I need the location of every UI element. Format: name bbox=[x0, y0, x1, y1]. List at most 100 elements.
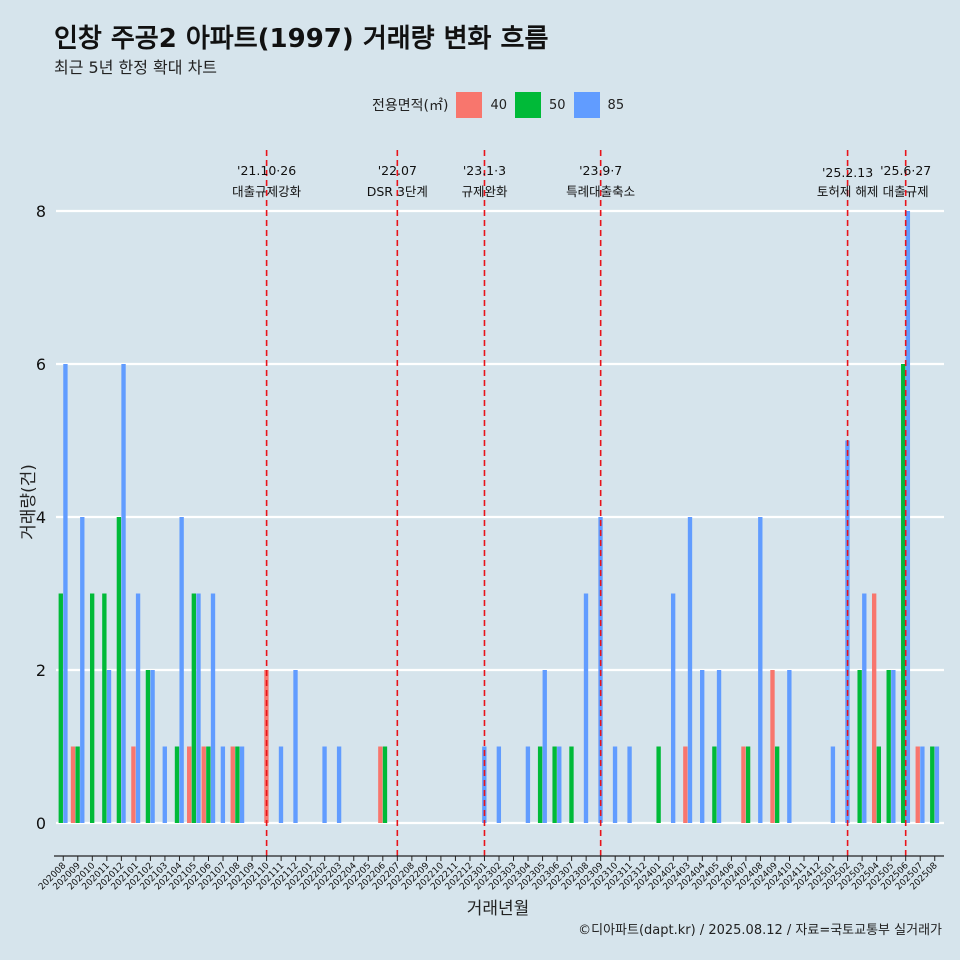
event-label: 특례대출축소 bbox=[566, 184, 635, 199]
bar-40-202106 bbox=[201, 746, 206, 823]
bar-50-202503 bbox=[857, 670, 862, 823]
event-date: '25.2.13 bbox=[822, 165, 873, 180]
legend-item-50: 50 bbox=[515, 92, 566, 118]
bar-85-202103 bbox=[162, 746, 167, 823]
bar-50-202206 bbox=[382, 746, 388, 823]
bar-40-202101 bbox=[131, 746, 136, 823]
bar-50-202104 bbox=[174, 746, 180, 823]
y-axis-label: 거래량(건) bbox=[19, 464, 39, 540]
bar-50-202505 bbox=[886, 670, 891, 823]
event-label: 대출규제 bbox=[883, 184, 929, 199]
bar-40-202409 bbox=[770, 670, 775, 823]
bar-85-202202 bbox=[322, 746, 327, 823]
bar-50-202407 bbox=[745, 746, 751, 823]
legend-swatch-40 bbox=[456, 92, 483, 118]
bar-50-202401 bbox=[656, 746, 661, 823]
bar-85-202304 bbox=[525, 746, 531, 823]
event-date: '21.10·26 bbox=[237, 163, 296, 178]
bar-85-202410 bbox=[787, 670, 792, 823]
event-label: 토허제 해제 bbox=[817, 184, 878, 199]
bar-85-202107 bbox=[220, 746, 226, 823]
legend: 전용면적(㎡) 40 50 85 bbox=[372, 92, 632, 118]
bar-50-202108 bbox=[235, 746, 240, 823]
bar-40-202105 bbox=[187, 746, 192, 823]
y-tick-label: 0 bbox=[36, 814, 46, 833]
bar-40-202504 bbox=[871, 593, 877, 823]
bar-85-202405 bbox=[716, 670, 722, 823]
bar-50-202307 bbox=[569, 746, 574, 823]
bar-85-202403 bbox=[687, 517, 693, 823]
legend-swatch-50 bbox=[515, 92, 541, 118]
bar-85-202302 bbox=[496, 746, 502, 823]
bar-85-202508 bbox=[934, 746, 940, 823]
legend-label-85: 85 bbox=[607, 97, 625, 113]
bar-85-202009 bbox=[80, 517, 85, 823]
bar-50-202106 bbox=[206, 746, 211, 823]
bar-50-202012 bbox=[116, 517, 122, 823]
bar-85-202408 bbox=[758, 517, 763, 823]
bar-85-202011 bbox=[106, 670, 112, 823]
legend-item-85: 85 bbox=[573, 92, 625, 118]
bar-85-202308 bbox=[583, 593, 589, 823]
legend-title: 전용면적(㎡) bbox=[372, 98, 449, 114]
bar-85-202008 bbox=[63, 364, 68, 823]
chart-title: 인창 주공2 아파트(1997) 거래량 변화 흐름 bbox=[54, 24, 549, 54]
bar-85-202501 bbox=[830, 746, 836, 823]
event-markers: '21.10·26 대출규제강화 '22.07 DSR 3단계 '23.1·3 규제완화 '… bbox=[232, 150, 931, 856]
legend-label-50: 50 bbox=[549, 97, 566, 113]
source-caption: ©디아파트(dapt.kr) / 2025.08.12 / 자료=국토교통부 실… bbox=[578, 923, 942, 938]
bar-40-202403 bbox=[683, 746, 688, 823]
bar-85-202108 bbox=[239, 746, 245, 823]
bar-85-202306 bbox=[557, 746, 562, 823]
bar-50-202405 bbox=[712, 746, 717, 823]
y-tick-label: 4 bbox=[36, 508, 46, 527]
legend-item-40: 40 bbox=[456, 92, 507, 118]
event-date: '23.9·7 bbox=[579, 163, 622, 178]
bar-85-202404 bbox=[700, 670, 705, 823]
bar-50-202305 bbox=[537, 746, 543, 823]
bar-40-202206 bbox=[378, 746, 383, 823]
bar-85-202012 bbox=[121, 364, 126, 823]
chart-subtitle: 최근 5년 한정 확대 차트 bbox=[54, 58, 218, 77]
bar-50-202010 bbox=[89, 593, 95, 823]
bar-50-202011 bbox=[102, 593, 107, 823]
bar-40-202407 bbox=[741, 746, 746, 823]
bar-40-202108 bbox=[230, 746, 235, 823]
bar-85-202104 bbox=[179, 517, 184, 823]
bar-85-202402 bbox=[670, 593, 676, 823]
bar-85-202102 bbox=[150, 670, 155, 823]
event-label: 대출규제강화 bbox=[232, 184, 302, 199]
event-label: DSR 3단계 bbox=[367, 184, 428, 199]
bar-50-202506 bbox=[901, 364, 906, 823]
bar-50-202105 bbox=[191, 593, 197, 823]
bar-50-202102 bbox=[145, 670, 151, 823]
bar-85-202506 bbox=[905, 211, 911, 823]
y-tick-label: 2 bbox=[36, 661, 46, 680]
event-date: '23.1·3 bbox=[463, 163, 506, 178]
y-tick-label: 6 bbox=[36, 355, 46, 374]
event-label: 규제완화 bbox=[461, 184, 508, 199]
bar-50-202009 bbox=[75, 746, 80, 823]
legend-label-40: 40 bbox=[490, 97, 507, 113]
bar-85-202101 bbox=[135, 593, 141, 823]
event-date: '25.6·27 bbox=[880, 163, 931, 178]
x-axis-label: 거래년월 bbox=[467, 899, 530, 919]
bar-85-202106 bbox=[210, 593, 216, 823]
bar-40-202009 bbox=[70, 746, 76, 823]
bar-85-202203 bbox=[336, 746, 342, 823]
legend-swatch-85 bbox=[573, 92, 600, 118]
bar-40-202110 bbox=[264, 670, 269, 823]
bar-85-202310 bbox=[612, 746, 618, 823]
bar-50-202409 bbox=[774, 746, 780, 823]
bar-50-202504 bbox=[876, 746, 881, 823]
bar-85-202112 bbox=[293, 670, 298, 823]
bar-40-202507 bbox=[915, 746, 920, 823]
axes: 2020082020092020102020112020122021012021… bbox=[37, 855, 944, 892]
bar-85-202503 bbox=[862, 593, 867, 823]
y-tick-label: 8 bbox=[36, 202, 46, 221]
bar-85-202311 bbox=[627, 746, 632, 823]
bar-85-202111 bbox=[278, 746, 284, 823]
bar-85-202305 bbox=[542, 670, 547, 823]
bar-85-202105 bbox=[196, 593, 201, 823]
